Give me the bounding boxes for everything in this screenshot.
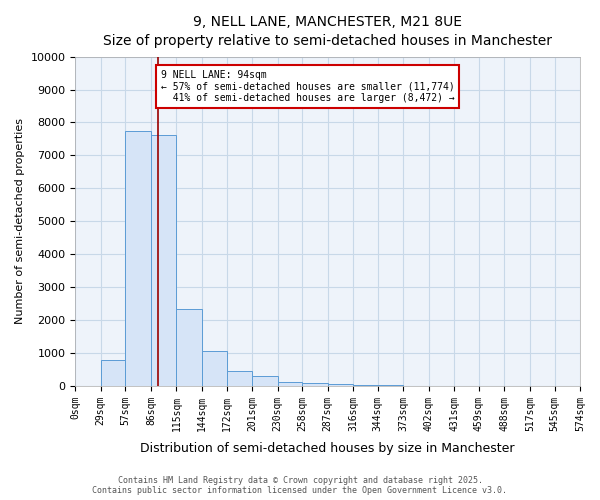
- Bar: [176, 308, 202, 386]
- Text: 9 NELL LANE: 94sqm
← 57% of semi-detached houses are smaller (11,774)
  41% of s: 9 NELL LANE: 94sqm ← 57% of semi-detache…: [161, 70, 454, 103]
- Bar: [328, 384, 353, 386]
- Bar: [353, 385, 378, 386]
- Bar: [227, 371, 252, 386]
- Bar: [101, 360, 125, 386]
- Bar: [302, 382, 328, 386]
- Title: 9, NELL LANE, MANCHESTER, M21 8UE
Size of property relative to semi-detached hou: 9, NELL LANE, MANCHESTER, M21 8UE Size o…: [103, 15, 552, 48]
- Bar: [278, 382, 302, 386]
- Bar: [202, 352, 227, 386]
- Bar: [151, 135, 176, 386]
- Text: Contains HM Land Registry data © Crown copyright and database right 2025.
Contai: Contains HM Land Registry data © Crown c…: [92, 476, 508, 495]
- Bar: [125, 130, 151, 386]
- Bar: [252, 376, 278, 386]
- X-axis label: Distribution of semi-detached houses by size in Manchester: Distribution of semi-detached houses by …: [140, 442, 515, 455]
- Y-axis label: Number of semi-detached properties: Number of semi-detached properties: [15, 118, 25, 324]
